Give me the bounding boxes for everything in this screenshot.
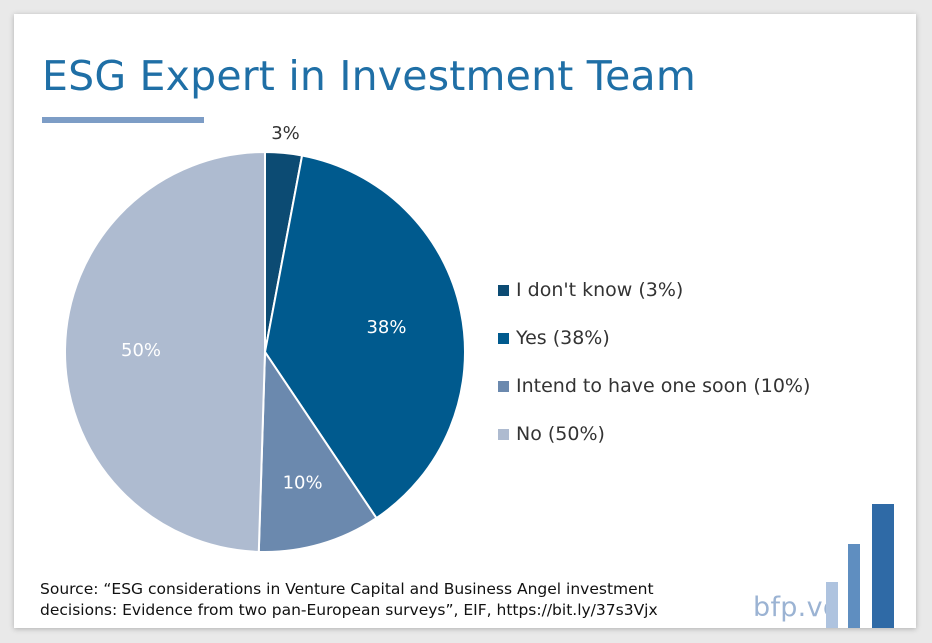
pie-slice-no: [64, 150, 266, 553]
brand-wordmark: bfp.vc: [753, 592, 838, 623]
pie-label-no: 50%: [121, 340, 161, 361]
legend-item-no: No (50%): [498, 410, 810, 458]
pie-label-intend-to-have-one-soon: 10%: [283, 473, 323, 494]
legend-item-intend-to-have-one-soon: Intend to have one soon (10%): [498, 362, 810, 410]
brand-bar: [826, 582, 838, 628]
pie-label-yes: 38%: [366, 317, 406, 338]
legend-label: No (50%): [516, 423, 605, 445]
pie-slice-yes: [263, 154, 466, 520]
legend-swatch: [498, 428, 509, 440]
legend-item-yes: Yes (38%): [498, 314, 810, 362]
legend-swatch: [498, 380, 509, 392]
legend-item-i-don-t-know: I don't know (3%): [498, 266, 810, 314]
pie-slice-intend-to-have-one-soon: [257, 348, 378, 553]
pie-slices: [64, 150, 466, 553]
brand-bar: [848, 544, 860, 628]
brand-bars-logo: [826, 498, 916, 628]
pie-chart: 3% 38% 10% 50%: [64, 123, 466, 553]
legend-label: I don't know (3%): [516, 279, 684, 301]
source-note: Source: “ESG considerations in Venture C…: [40, 579, 720, 621]
legend-swatch: [498, 284, 509, 296]
title-underline: [42, 117, 204, 123]
legend-label: Yes (38%): [516, 327, 610, 349]
source-line-2: decisions: Evidence from two pan-Europea…: [40, 601, 658, 619]
brand-bar: [872, 504, 894, 628]
legend: I don't know (3%) Yes (38%) Intend to have…: [498, 266, 810, 458]
slide-card: ESG Expert in Investment Team 3% 38% 10% 50…: [14, 14, 916, 628]
pie-label-i-don-t-know: 3%: [271, 123, 300, 144]
legend-swatch: [498, 332, 509, 344]
pie-labels: 3% 38% 10% 50%: [121, 123, 406, 494]
legend-label: Intend to have one soon (10%): [516, 375, 811, 397]
source-line-1: Source: “ESG considerations in Venture C…: [40, 580, 654, 598]
chart-title: ESG Expert in Investment Team: [42, 52, 696, 100]
